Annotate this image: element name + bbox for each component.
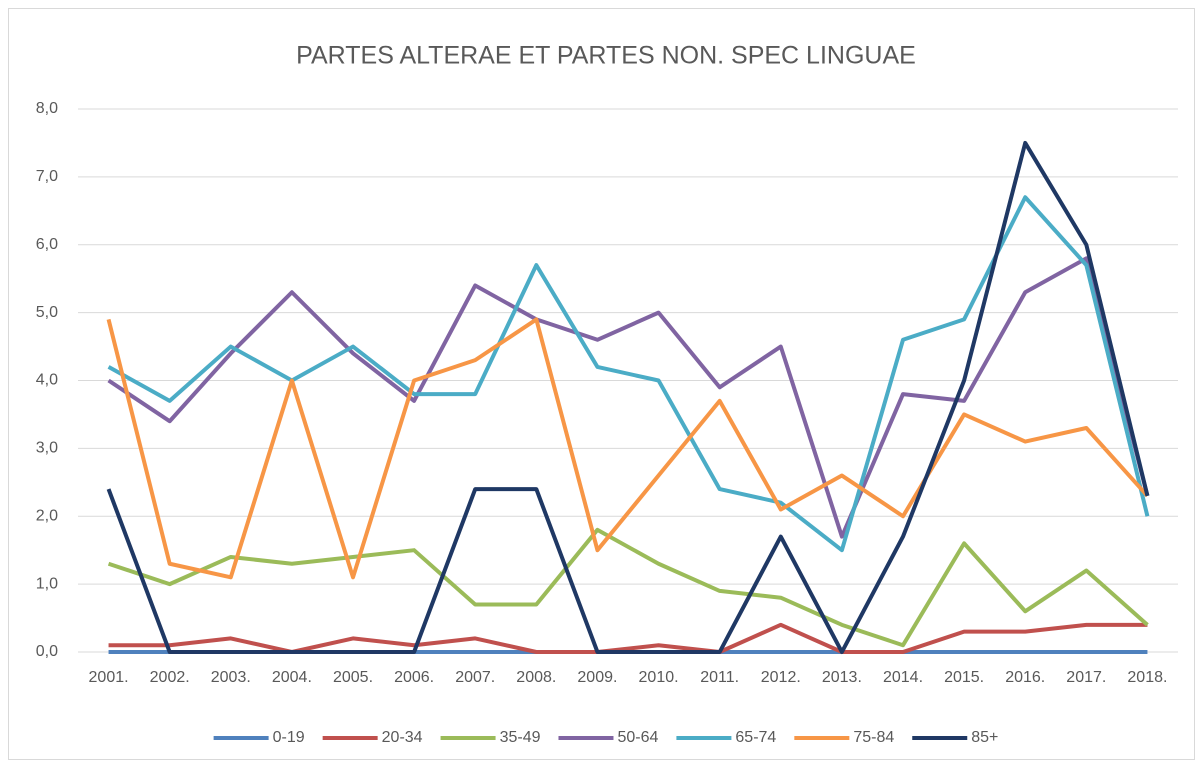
y-tick-label: 1,0 [36, 575, 58, 592]
legend-label: 0-19 [273, 729, 305, 746]
x-tick-label: 2006. [394, 669, 434, 686]
y-tick-label: 4,0 [36, 372, 58, 389]
x-tick-label: 2005. [333, 669, 373, 686]
y-tick-label: 5,0 [36, 304, 58, 321]
chart-title: PARTES ALTERAE ET PARTES NON. SPEC LINGU… [296, 42, 916, 70]
x-tick-label: 2001. [89, 669, 129, 686]
x-tick-label: 2018. [1127, 669, 1167, 686]
legend-label: 35-49 [500, 729, 541, 746]
x-tick-label: 2012. [761, 669, 801, 686]
x-tick-label: 2004. [272, 669, 312, 686]
legend-label: 50-64 [617, 729, 658, 746]
legend-label: 65-74 [735, 729, 776, 746]
x-tick-label: 2002. [150, 669, 190, 686]
x-tick-label: 2008. [516, 669, 556, 686]
line-series [107, 195, 1150, 553]
x-tick-label: 2017. [1066, 669, 1106, 686]
line-series [107, 527, 1149, 648]
line-series [107, 256, 1150, 539]
x-tick-label: 2007. [455, 669, 495, 686]
x-tick-label: 2009. [577, 669, 617, 686]
y-tick-label: 0,0 [36, 643, 58, 660]
y-tick-label: 2,0 [36, 507, 58, 524]
y-tick-label: 3,0 [36, 440, 58, 457]
line-series [108, 622, 1148, 654]
legend-label: 75-84 [853, 729, 894, 746]
y-tick-label: 6,0 [36, 236, 58, 253]
chart-border [8, 8, 1195, 760]
x-tick-label: 2013. [822, 669, 862, 686]
line-series [106, 140, 1150, 654]
x-tick-label: 2015. [944, 669, 984, 686]
x-tick-label: 2014. [883, 669, 923, 686]
x-tick-label: 2003. [211, 669, 251, 686]
y-tick-label: 7,0 [36, 168, 58, 185]
x-tick-label: 2010. [639, 669, 679, 686]
x-tick-label: 2011. [700, 669, 739, 686]
x-tick-label: 2016. [1005, 669, 1045, 686]
legend-label: 85+ [971, 729, 998, 746]
y-tick-label: 8,0 [36, 100, 58, 117]
legend-label: 20-34 [382, 729, 423, 746]
line-series [106, 317, 1149, 580]
